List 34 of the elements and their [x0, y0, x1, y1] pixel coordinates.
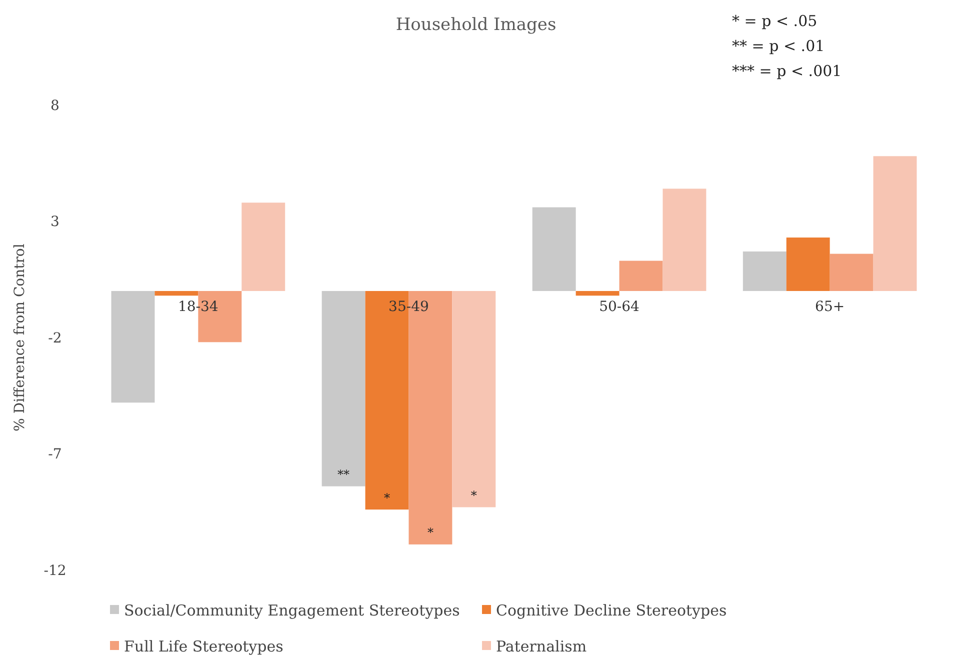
bar — [742, 251, 786, 291]
data-label: * — [470, 488, 477, 502]
x-tick-label: 50-64 — [599, 299, 640, 315]
bar — [830, 254, 874, 291]
bar — [111, 291, 155, 403]
chart-title: Household Images — [396, 15, 556, 35]
legend-label: Paternalism — [496, 637, 587, 656]
bar — [873, 156, 917, 291]
legend-label: Cognitive Decline Stereotypes — [496, 601, 727, 620]
bar — [242, 202, 286, 291]
x-tick-label: 65+ — [815, 299, 845, 315]
data-label: ** — [338, 468, 350, 482]
bar — [619, 260, 663, 291]
y-tick-label: -2 — [48, 330, 62, 346]
legend-label: Social/Community Engagement Stereotypes — [124, 601, 460, 620]
legend-label: Full Life Stereotypes — [124, 637, 284, 656]
bar — [576, 291, 620, 296]
bar — [322, 291, 366, 486]
x-tick-label: 35-49 — [388, 299, 429, 315]
bar — [532, 207, 576, 291]
bar — [662, 188, 706, 291]
data-label: * — [384, 490, 390, 505]
y-tick-label: 3 — [50, 214, 60, 230]
bar — [452, 291, 496, 508]
text: *** = p < .001 — [732, 62, 842, 80]
y-axis-title: % Difference from Control — [12, 243, 28, 432]
y-tick-label: 8 — [50, 98, 60, 114]
text: ** = p < .01 — [732, 37, 825, 55]
data-label: * — [427, 526, 434, 540]
bar — [154, 291, 198, 296]
text: * = p < .05 — [732, 12, 818, 30]
bar — [786, 238, 830, 291]
y-tick-label: -12 — [44, 562, 66, 579]
y-tick-label: -7 — [48, 446, 62, 463]
